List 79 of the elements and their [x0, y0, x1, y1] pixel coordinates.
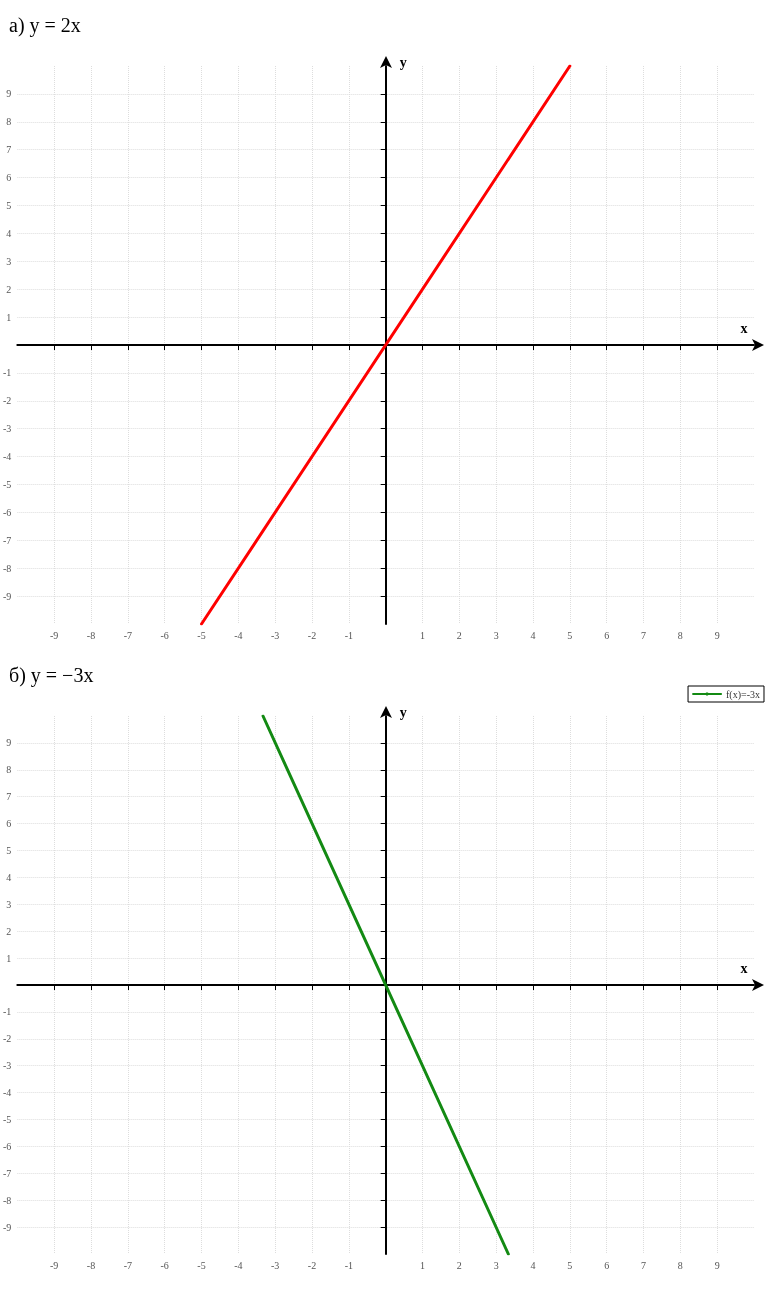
y-tick-label: 2 [6, 283, 12, 295]
x-tick-label: 2 [456, 629, 462, 641]
y-tick-label: -6 [2, 506, 12, 518]
x-tick-label: -1 [344, 1259, 353, 1271]
y-tick-label: -8 [2, 562, 12, 574]
y-tick-label: -7 [2, 1167, 12, 1179]
x-tick-label: -3 [270, 629, 280, 641]
y-tick-label: 2 [6, 925, 12, 937]
x-tick-label: -4 [234, 629, 243, 641]
y-tick-label: -4 [2, 451, 12, 463]
x-tick-label: -6 [160, 1259, 169, 1271]
x-tick-label: -6 [160, 629, 169, 641]
y-tick-label: 8 [6, 116, 12, 128]
x-tick-label: 3 [493, 629, 499, 641]
y-tick-label: -9 [2, 590, 12, 602]
y-tick-label: -3 [2, 1060, 12, 1072]
x-tick-label: 8 [677, 1259, 683, 1271]
x-tick-label: -9 [49, 629, 59, 641]
x-tick-label: 5 [567, 1259, 573, 1271]
y-tick-label: -1 [2, 367, 12, 379]
x-tick-label: 9 [714, 1259, 720, 1271]
x-tick-label: -3 [270, 1259, 280, 1271]
y-tick-label: 5 [6, 845, 12, 856]
y-tick-label: 6 [6, 172, 12, 184]
x-tick-label: 4 [530, 1259, 536, 1271]
x-tick-label: 7 [641, 1259, 646, 1271]
y-tick-label: 4 [6, 871, 12, 883]
y-tick-label: 1 [6, 952, 12, 964]
x-tick-label: -8 [86, 1259, 96, 1271]
y-tick-label: -1 [2, 1006, 12, 1018]
legend-label: f(x)=-3x [726, 688, 761, 701]
x-tick-label: -5 [197, 1259, 206, 1271]
y-tick-label: 4 [6, 227, 12, 239]
x-tick-label: 9 [714, 629, 720, 641]
y-tick-label: 6 [6, 818, 12, 830]
y-tick-label: 5 [6, 200, 12, 211]
y-axis-title: y [399, 54, 407, 70]
y-tick-label: -2 [2, 1033, 12, 1045]
y-tick-label: -7 [2, 534, 12, 546]
x-tick-label: 1 [420, 1259, 425, 1271]
y-tick-label: 3 [6, 255, 12, 267]
x-tick-label: 6 [604, 1259, 610, 1271]
y-tick-label: 7 [6, 791, 12, 803]
y-tick-label: -6 [2, 1140, 12, 1152]
chart-title: б) y = −3x [9, 664, 94, 687]
x-tick-label: -9 [49, 1259, 59, 1271]
y-tick-label: -9 [2, 1221, 12, 1233]
y-tick-label: -5 [2, 1114, 12, 1125]
x-tick-label: -7 [123, 629, 132, 641]
y-axis-title: y [399, 704, 407, 720]
y-tick-label: -8 [2, 1194, 12, 1206]
y-tick-label: 9 [6, 88, 12, 100]
x-tick-label: -8 [86, 629, 96, 641]
x-tick-label: 3 [493, 1259, 499, 1271]
y-tick-label: 1 [6, 311, 12, 323]
chart-title: а) y = 2x [9, 14, 81, 37]
x-tick-label: 2 [456, 1259, 462, 1271]
y-tick-label: -3 [2, 423, 12, 435]
y-tick-label: 7 [6, 144, 12, 156]
y-tick-label: 9 [6, 737, 12, 749]
x-tick-label: -1 [344, 629, 353, 641]
y-tick-label: 8 [6, 764, 12, 776]
x-axis-title: x [740, 960, 748, 976]
y-tick-label: -2 [2, 395, 12, 407]
y-tick-label: -5 [2, 479, 12, 490]
x-tick-label: 1 [420, 629, 425, 641]
x-tick-label: -7 [123, 1259, 132, 1271]
y-tick-label: 3 [6, 898, 12, 910]
x-tick-label: -5 [197, 629, 206, 641]
y-tick-label: -4 [2, 1087, 12, 1099]
x-tick-label: 6 [604, 629, 610, 641]
x-tick-label: 8 [677, 629, 683, 641]
x-tick-label: -2 [307, 629, 317, 641]
x-tick-label: 7 [641, 629, 646, 641]
x-axis-title: x [740, 320, 748, 336]
x-tick-label: 4 [530, 629, 536, 641]
x-tick-label: -4 [234, 1259, 243, 1271]
x-tick-label: -2 [307, 1259, 317, 1271]
x-tick-label: 5 [567, 629, 573, 641]
